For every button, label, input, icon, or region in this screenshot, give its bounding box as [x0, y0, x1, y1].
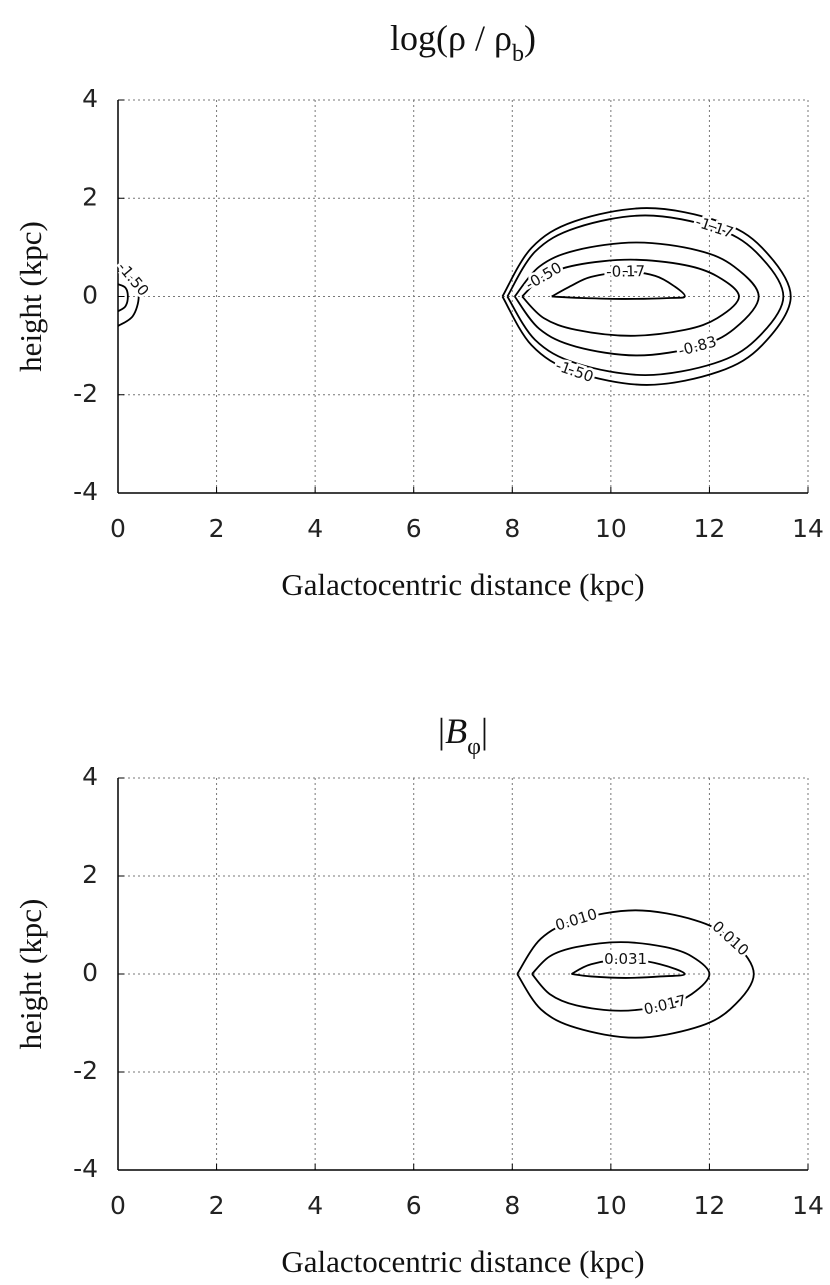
x-tick-label: 6 — [406, 1191, 422, 1220]
y-axis-label: height (kpc) — [13, 221, 48, 372]
contour-label: -1.17 — [693, 213, 735, 242]
contour-label: -0.83 — [676, 332, 718, 360]
title-part: b — [512, 41, 524, 67]
contour-line — [516, 909, 755, 1039]
y-tick-label: -4 — [73, 1154, 98, 1183]
contour-label: -1.50 — [114, 258, 153, 299]
contour-label: 0.010 — [709, 917, 753, 959]
y-axis-label: height (kpc) — [13, 899, 48, 1050]
x-tick-label: 12 — [694, 1191, 726, 1220]
y-tick-label: 2 — [82, 860, 98, 889]
contour-line — [514, 241, 760, 357]
title-part: log(ρ / ρ — [390, 18, 512, 58]
contour-label: -1.50 — [553, 356, 596, 386]
x-tick-label: 4 — [307, 1191, 323, 1220]
x-tick-label: 4 — [307, 514, 323, 543]
x-tick-label: 14 — [792, 1191, 824, 1220]
title-part: φ — [467, 734, 481, 760]
contour-line — [551, 271, 686, 300]
contour-label: 0.017 — [642, 991, 688, 1018]
contour-line — [117, 271, 140, 327]
y-tick-label: 0 — [82, 958, 98, 987]
x-tick-label: 12 — [694, 514, 726, 543]
contour-line — [521, 258, 740, 337]
contour-line — [117, 283, 129, 313]
x-tick-label: 8 — [504, 514, 520, 543]
title-part: | — [438, 711, 445, 751]
x-tick-label: 14 — [792, 514, 824, 543]
x-tick-label: 10 — [595, 514, 627, 543]
contour-label: -0.17 — [606, 262, 645, 281]
title-part: | — [481, 711, 488, 751]
x-axis-label: Galactocentric distance (kpc) — [281, 567, 644, 602]
x-tick-label: 0 — [110, 514, 126, 543]
title-part: B — [445, 711, 467, 751]
contour-line — [531, 941, 711, 1012]
chart-title: log(ρ / ρb) — [390, 18, 536, 66]
contour-line — [506, 214, 785, 377]
contour-line — [571, 958, 686, 979]
contour-label: 0.031 — [604, 950, 647, 968]
y-tick-label: -4 — [73, 477, 98, 506]
x-tick-label: 8 — [504, 1191, 520, 1220]
y-tick-label: -2 — [73, 379, 98, 408]
y-tick-label: 2 — [82, 182, 98, 211]
y-tick-label: 4 — [82, 84, 98, 113]
chart-title: |Bφ| — [438, 711, 488, 759]
x-tick-label: 2 — [209, 514, 225, 543]
title-part: ) — [524, 18, 536, 58]
y-tick-label: 0 — [82, 281, 98, 310]
y-tick-label: 4 — [82, 762, 98, 791]
contour-line — [501, 207, 792, 386]
x-tick-label: 0 — [110, 1191, 126, 1220]
panel: log(ρ / ρb) 0 2 4 6 8 10 12 14 -4 -2 0 2 4 Galactocent… — [13, 18, 824, 602]
contour-label: 0.010 — [553, 905, 599, 935]
x-tick-label: 2 — [209, 1191, 225, 1220]
x-axis-label: Galactocentric distance (kpc) — [281, 1244, 644, 1279]
y-tick-label: -2 — [73, 1056, 98, 1085]
x-tick-label: 6 — [406, 514, 422, 543]
x-tick-label: 10 — [595, 1191, 627, 1220]
